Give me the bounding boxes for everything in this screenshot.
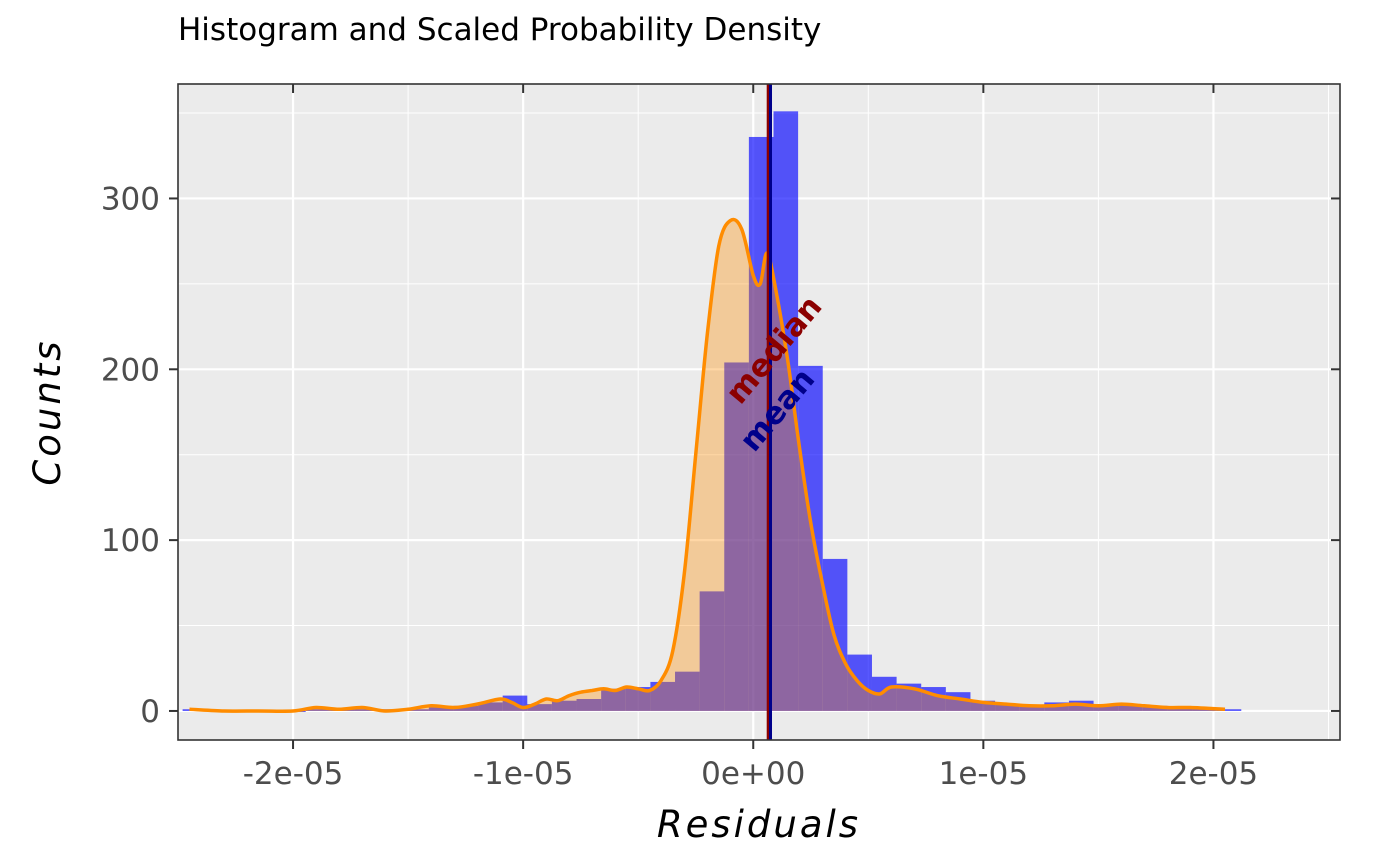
x-tick-labels: -2e-05 -1e-05 0e+00 1e-05 2e-05 bbox=[243, 756, 1258, 792]
y-axis-title: Counts bbox=[26, 338, 69, 485]
x-axis-title: Residuals bbox=[657, 803, 861, 846]
y-tick-label: 200 bbox=[101, 352, 160, 388]
axis-ticks bbox=[169, 84, 1340, 749]
x-tick-label: 2e-05 bbox=[1169, 756, 1258, 792]
histogram-bar bbox=[576, 699, 602, 711]
histogram-bar bbox=[601, 688, 626, 711]
histogram-bar bbox=[724, 362, 749, 711]
y-tick-label: 300 bbox=[101, 181, 160, 217]
y-tick-labels: 0 100 200 300 bbox=[101, 181, 160, 730]
x-tick-label: 0e+00 bbox=[701, 756, 805, 792]
reference-lines bbox=[766, 84, 773, 740]
density-curve bbox=[189, 217, 1226, 713]
histogram-bar bbox=[1093, 704, 1119, 711]
histogram-bar bbox=[970, 700, 996, 711]
histogram-bar bbox=[1118, 704, 1143, 711]
histogram-bar bbox=[1216, 709, 1242, 711]
histogram-bar bbox=[478, 702, 503, 711]
histogram-bar bbox=[428, 707, 454, 711]
histogram-bar bbox=[625, 687, 651, 711]
histogram-bar bbox=[527, 704, 552, 711]
histogram-bar bbox=[354, 709, 380, 711]
x-tick-label: -1e-05 bbox=[473, 756, 574, 792]
x-tick-label: 1e-05 bbox=[939, 756, 1028, 792]
panel-border bbox=[177, 83, 1341, 741]
y-tick-label: 0 bbox=[140, 694, 160, 730]
histogram-bar bbox=[675, 671, 700, 711]
histogram-bar bbox=[995, 704, 1020, 711]
histogram-bar bbox=[551, 700, 577, 711]
density-area bbox=[189, 219, 1225, 712]
histogram-bar bbox=[699, 591, 725, 711]
x-tick-label: -2e-05 bbox=[243, 756, 344, 792]
y-tick-label: 100 bbox=[101, 523, 160, 559]
histogram-bar bbox=[1019, 705, 1045, 711]
histogram-bar bbox=[798, 365, 823, 711]
histogram-bar bbox=[404, 709, 429, 711]
chart-title: Histogram and Scaled Probability Density bbox=[178, 12, 821, 48]
histogram-bar bbox=[453, 705, 479, 711]
histogram-bar bbox=[305, 709, 331, 711]
